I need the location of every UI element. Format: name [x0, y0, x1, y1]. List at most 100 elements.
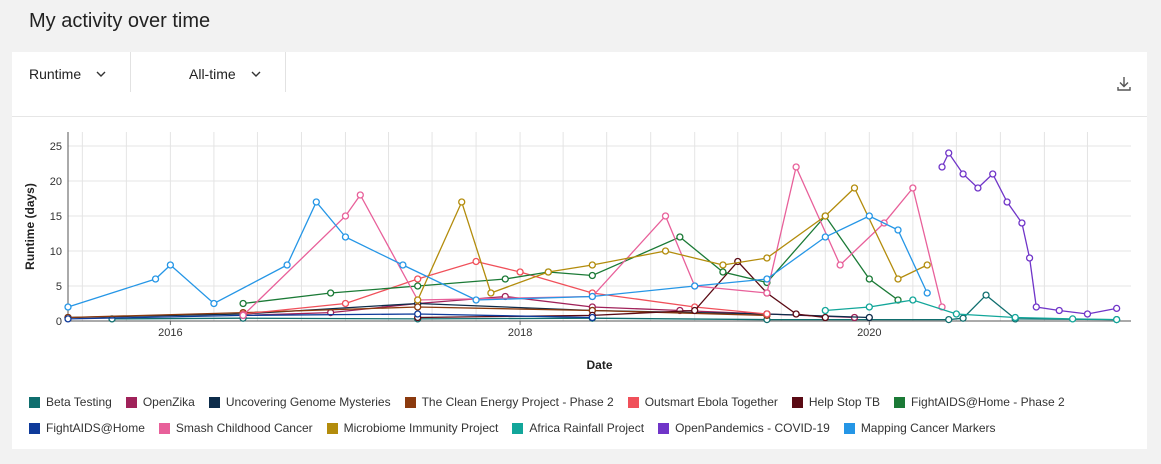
data-point — [836, 261, 844, 269]
data-point — [239, 311, 247, 320]
data-point — [414, 275, 422, 283]
data-point — [982, 291, 990, 299]
legend-label: Uncovering Genome Mysteries — [225, 395, 391, 409]
legend-item[interactable]: The Clean Energy Project - Phase 2 — [404, 395, 614, 409]
legend-swatch — [326, 422, 338, 434]
legend-item[interactable]: Uncovering Genome Mysteries — [208, 395, 391, 409]
y-axis-label: Runtime (days) — [23, 183, 37, 270]
legend-item[interactable]: Microbiome Immunity Project — [326, 421, 499, 435]
legend-item[interactable]: Help Stop TB — [791, 395, 881, 409]
range-dropdown-label: All-time — [189, 66, 236, 82]
legend-item[interactable]: Beta Testing — [29, 395, 112, 409]
data-point — [923, 289, 931, 297]
legend-swatch — [658, 422, 670, 434]
y-tick-label: 25 — [50, 141, 62, 153]
data-point — [909, 184, 917, 192]
metric-dropdown[interactable]: Runtime — [29, 54, 129, 94]
legend-item[interactable]: Smash Childhood Cancer — [158, 421, 313, 435]
legend-label: Smash Childhood Cancer — [175, 421, 313, 435]
toolbar: Runtime All-time — [12, 52, 1147, 117]
legend-label: Microbiome Immunity Project — [343, 421, 499, 435]
legend-swatch — [29, 396, 40, 408]
legend-item[interactable]: FightAIDS@Home — [29, 421, 145, 435]
download-icon[interactable] — [1114, 74, 1134, 94]
data-point — [1112, 304, 1121, 313]
page-title: My activity over time — [29, 10, 211, 32]
data-point — [691, 306, 699, 315]
data-point — [1003, 198, 1011, 206]
legend-swatch — [208, 396, 220, 408]
legend-item[interactable]: Mapping Cancer Markers — [843, 421, 996, 435]
legend-item[interactable]: Outsmart Ebola Together — [627, 395, 778, 409]
data-point — [414, 282, 422, 290]
x-axis-label: Date — [586, 358, 612, 372]
data-point — [64, 303, 72, 311]
data-point — [661, 212, 670, 220]
legend-item[interactable]: FightAIDS@Home - Phase 2 — [894, 395, 1065, 409]
data-point — [283, 261, 291, 269]
legend-swatch — [843, 422, 855, 434]
x-tick-label: 2020 — [857, 327, 881, 339]
data-point — [945, 149, 953, 157]
legend-item[interactable]: OpenPandemics - COVID-19 — [658, 421, 830, 435]
data-point — [588, 271, 596, 280]
series-line — [417, 186, 928, 301]
data-point — [821, 313, 829, 322]
chevron-down-icon — [251, 71, 261, 77]
data-point — [1068, 315, 1077, 323]
data-point — [719, 261, 727, 269]
legend-swatch — [29, 422, 40, 434]
data-point — [588, 292, 596, 301]
chart-area: 0 5 10 15 20 25 2016 2018 2020 Date Runtime (days) — [12, 118, 1147, 378]
data-point — [151, 275, 160, 283]
data-point — [1025, 254, 1034, 262]
data-point — [64, 315, 72, 323]
legend-item[interactable]: Africa Rainfall Project — [512, 421, 644, 435]
data-point — [691, 282, 699, 290]
data-point — [458, 198, 466, 206]
chart-legend: Beta Testing OpenZika Uncovering Genome My… — [29, 389, 1139, 441]
series-line — [67, 200, 928, 308]
data-point — [909, 296, 917, 304]
activity-card: Runtime All-time 0 5 10 15 20 25 2016 2018 2020 D… — [12, 52, 1147, 449]
data-point — [472, 296, 480, 304]
data-point — [326, 289, 335, 297]
data-point — [821, 306, 829, 315]
data-point — [1011, 313, 1019, 322]
data-point — [959, 314, 967, 322]
data-point — [1032, 303, 1040, 311]
runtime-chart: 0 5 10 15 20 25 2016 2018 2020 Date Runtime (days) — [23, 132, 1131, 372]
data-point — [763, 275, 771, 283]
legend-item[interactable]: OpenZika — [125, 395, 195, 409]
series-line — [67, 313, 593, 320]
data-point — [472, 257, 480, 266]
data-point — [792, 163, 800, 171]
legend-label: OpenZika — [142, 395, 195, 409]
data-point — [414, 310, 422, 318]
data-point — [865, 212, 873, 220]
y-tick-label: 0 — [56, 316, 62, 328]
data-point — [501, 275, 509, 283]
data-point — [945, 315, 953, 324]
legend-swatch — [791, 396, 803, 408]
y-tick-label: 5 — [56, 281, 62, 293]
series-line — [941, 151, 1117, 315]
legend-swatch — [158, 422, 170, 434]
data-point — [763, 310, 771, 318]
legend-label: Beta Testing — [46, 395, 112, 409]
legend-row: Beta Testing OpenZika Uncovering Genome My… — [29, 389, 1139, 415]
legend-label: FightAIDS@Home — [46, 421, 145, 435]
y-tick-label: 20 — [50, 176, 62, 188]
y-tick-label: 15 — [50, 211, 62, 223]
data-point — [1055, 306, 1063, 315]
data-point — [1112, 315, 1121, 324]
range-dropdown[interactable]: All-time — [189, 54, 289, 94]
legend-swatch — [125, 396, 137, 408]
legend-label: Help Stop TB — [808, 395, 881, 409]
series-line — [111, 294, 1117, 321]
x-tick-label: 2018 — [508, 327, 532, 339]
data-point — [763, 289, 771, 297]
legend-label: The Clean Energy Project - Phase 2 — [421, 395, 614, 409]
y-tick-label: 10 — [50, 246, 62, 258]
data-point — [865, 313, 873, 322]
